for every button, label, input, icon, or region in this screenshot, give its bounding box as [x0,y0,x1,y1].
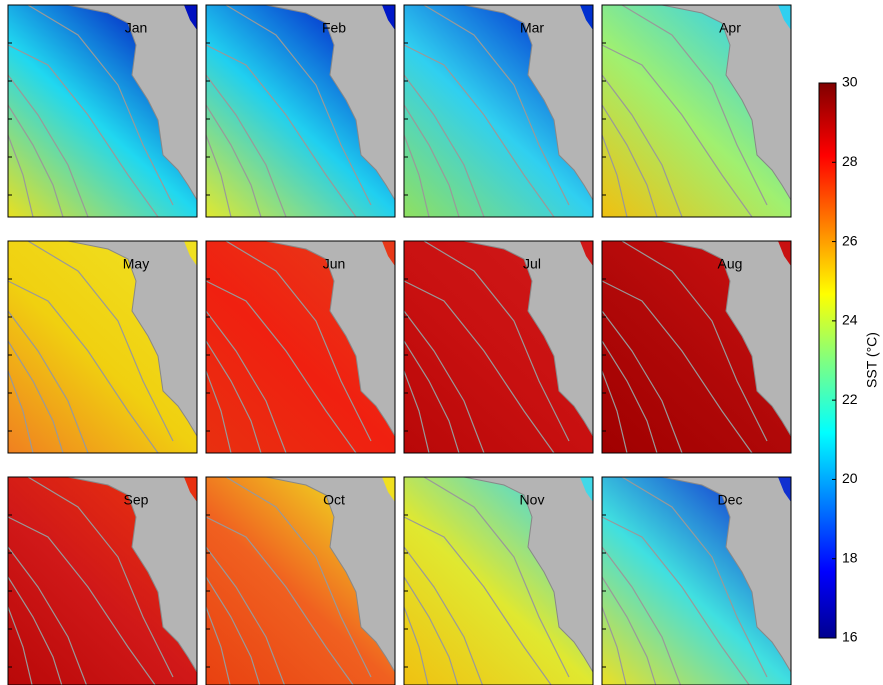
map-area [206,477,395,685]
map-panel: Mar [404,5,593,217]
map-panel: Nov [404,477,593,685]
map-area [206,5,395,217]
map-panel: Jul [404,241,593,453]
panel-label: Apr [719,20,741,36]
colorbar-tick-label: 16 [842,629,858,645]
panel-label: Oct [323,492,345,508]
map-panel: Apr [602,5,791,217]
colorbar-tick-label: 20 [842,470,858,486]
map-area [602,477,791,685]
colorbar-tick-label: 18 [842,549,858,565]
map-area [602,5,791,217]
map-area [8,5,197,217]
map-area [8,477,197,685]
panel-label: Dec [718,492,743,508]
map-area [206,241,395,453]
map-area [404,241,593,453]
figure: Jan Feb Mar Apr May Jun Jul Aug Sep Oct Nov Dec SST… [0,0,883,685]
colorbar-tick-label: 24 [842,312,858,328]
panel-label: Mar [520,20,544,36]
map-area [404,5,593,217]
map-panel: Sep [8,477,197,685]
panel-label: Jul [523,256,541,272]
panel-label: Nov [520,492,545,508]
map-area [404,477,593,685]
map-area [8,241,197,453]
panel-label: May [123,256,149,272]
panel-label: Jun [323,256,346,272]
panel-label: Feb [322,20,346,36]
map-panel: May [8,241,197,453]
colorbar-tick-label: 26 [842,232,858,248]
map-panel: Jan [8,5,197,217]
colorbar-tick-label: 22 [842,391,858,407]
colorbar-label: SST (°C) [864,332,880,388]
panel-label: Aug [718,256,743,272]
panel-label: Jan [125,20,148,36]
colorbar-tick-label: 30 [842,74,858,90]
map-panel: Oct [206,477,395,685]
map-area [602,241,791,453]
map-panel: Aug [602,241,791,453]
panel-label: Sep [124,492,149,508]
map-panel: Dec [602,477,791,685]
map-panel: Jun [206,241,395,453]
colorbar [819,83,836,638]
map-panel: Feb [206,5,395,217]
colorbar-tick-label: 28 [842,153,858,169]
